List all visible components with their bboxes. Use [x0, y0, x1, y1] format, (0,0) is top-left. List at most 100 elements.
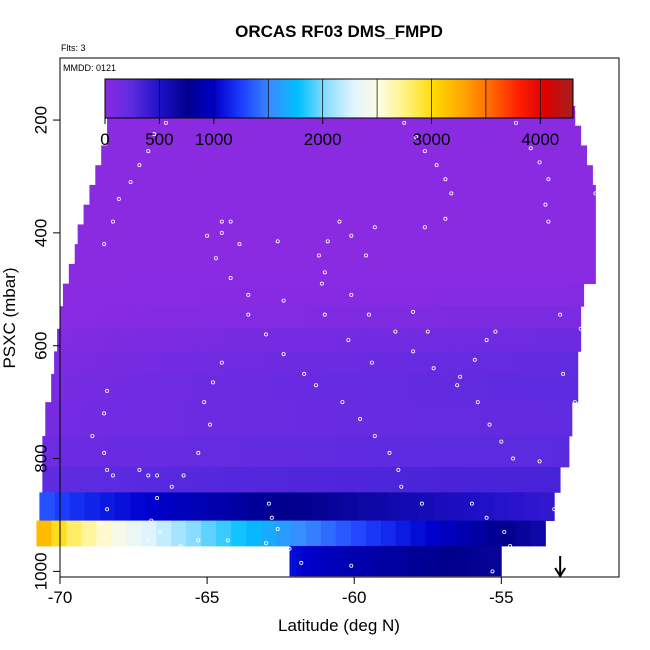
track-point: [393, 329, 398, 334]
heatmap-cell: [565, 184, 581, 206]
heatmap-cell: [105, 244, 122, 265]
track-point: [228, 219, 233, 224]
heatmap-cell: [227, 244, 244, 265]
heatmap-cell: [285, 263, 302, 285]
track-point: [263, 541, 268, 546]
heatmap-cell: [439, 351, 455, 375]
heatmap-cell: [382, 545, 390, 577]
heatmap-cell: [289, 306, 306, 330]
heatmap-cell: [580, 244, 596, 265]
heatmap-cell: [167, 306, 183, 330]
heatmap-cell: [358, 145, 373, 166]
heatmap-cell: [134, 125, 150, 146]
heatmap-cell: [180, 328, 197, 352]
heatmap-cell: [203, 204, 220, 225]
heatmap-cell: [387, 184, 403, 206]
colorbar-tick-label: 4000: [521, 130, 559, 149]
heatmap-cell: [197, 306, 214, 330]
heatmap-cell: [369, 283, 385, 307]
heatmap-cell: [470, 545, 477, 577]
heatmap-cell: [316, 466, 333, 493]
heatmap-cell: [482, 545, 490, 577]
track-point: [105, 388, 110, 393]
heatmap-cell: [159, 373, 176, 403]
track-point: [455, 383, 460, 388]
heatmap-cell: [108, 283, 125, 307]
heatmap-cell: [463, 402, 480, 437]
heatmap-cell: [365, 328, 381, 352]
heatmap-cell: [414, 204, 431, 225]
track-point: [146, 149, 151, 154]
track-point: [363, 253, 368, 258]
heatmap-cell: [78, 283, 94, 307]
heatmap-cell: [364, 545, 371, 577]
heatmap-cell: [62, 283, 79, 307]
heatmap-cell: [456, 263, 472, 285]
heatmap-cell: [176, 125, 192, 146]
heatmap-cell: [446, 165, 462, 186]
y-axis-label: PSXC (mbar): [0, 267, 19, 368]
heatmap-cell: [173, 204, 190, 225]
heatmap-cell: [264, 204, 280, 225]
heatmap-cell: [357, 492, 373, 521]
heatmap-cell: [473, 224, 490, 245]
heatmap-cell: [339, 402, 356, 437]
heatmap-cell: [459, 204, 476, 225]
heatmap-cell: [392, 466, 409, 493]
heatmap-cell: [516, 351, 533, 375]
heatmap-cell: [288, 125, 303, 146]
track-point: [505, 560, 510, 565]
heatmap-cell: [161, 351, 178, 375]
track-point: [372, 225, 377, 230]
heatmap-cell: [221, 492, 237, 521]
heatmap-cell: [68, 263, 85, 285]
track-point: [246, 292, 251, 297]
heatmap-cell: [475, 165, 491, 186]
heatmap-cell: [175, 492, 192, 521]
heatmap-cell: [314, 373, 331, 403]
track-point: [316, 253, 321, 258]
heatmap-cell: [166, 244, 183, 265]
colorbar-tick-label: 2000: [304, 130, 342, 149]
heatmap-cell: [143, 204, 160, 225]
heatmap-cell: [448, 402, 464, 437]
heatmap-cell: [321, 224, 337, 245]
heatmap-cell: [332, 263, 349, 285]
heatmap-cell: [549, 328, 566, 352]
heatmap-cell: [476, 184, 492, 206]
heatmap-cell: [226, 328, 243, 352]
heatmap-cell: [553, 435, 570, 468]
heatmap-cell: [484, 373, 501, 403]
track-point: [587, 154, 592, 159]
heatmap-cell: [184, 224, 200, 245]
heatmap-cell: [128, 204, 145, 225]
heatmap-cell: [453, 373, 470, 403]
heatmap-cell: [324, 204, 340, 225]
track-point: [208, 422, 213, 427]
heatmap-cell: [130, 492, 146, 521]
heatmap-cell: [387, 165, 403, 186]
heatmap-cell: [324, 402, 340, 437]
heatmap-cell: [503, 244, 520, 265]
heatmap-cell: [535, 204, 551, 225]
heatmap-cell: [166, 435, 183, 468]
heatmap-cell: [113, 373, 130, 403]
heatmap-cell: [552, 125, 568, 146]
heatmap-cell: [139, 283, 156, 307]
heatmap-cell: [442, 306, 459, 330]
colorbar-tick-label: 1000: [195, 130, 233, 149]
heatmap-cell: [126, 520, 142, 547]
heatmap-cell: [197, 244, 213, 265]
heatmap-cell: [429, 145, 445, 166]
y-axis: 200 400 600 800 1000: [31, 106, 60, 590]
heatmap-cell: [412, 306, 428, 330]
heatmap-cell: [530, 520, 546, 547]
heatmap-cell: [534, 328, 551, 352]
heatmap-cell: [39, 492, 55, 521]
heatmap-cell: [303, 328, 320, 352]
heatmap-cell: [499, 466, 515, 493]
x-tick-label: -65: [195, 588, 220, 607]
heatmap-cell: [246, 125, 261, 146]
heatmap-cell: [522, 283, 539, 307]
heatmap-cell: [458, 224, 475, 245]
